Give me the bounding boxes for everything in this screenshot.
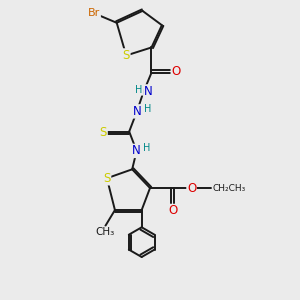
Text: S: S [103,172,111,185]
Text: CH₂CH₃: CH₂CH₃ [212,184,246,193]
Text: N: N [133,105,141,118]
Text: S: S [100,126,107,139]
Text: Br: Br [88,8,100,18]
Text: H: H [135,85,143,95]
Text: O: O [168,204,177,218]
Text: N: N [144,85,153,98]
Text: H: H [144,104,151,114]
Text: CH₃: CH₃ [96,227,115,237]
Text: S: S [122,49,130,62]
Text: O: O [171,65,181,78]
Text: H: H [143,143,151,153]
Text: O: O [187,182,196,194]
Text: N: N [132,144,141,158]
